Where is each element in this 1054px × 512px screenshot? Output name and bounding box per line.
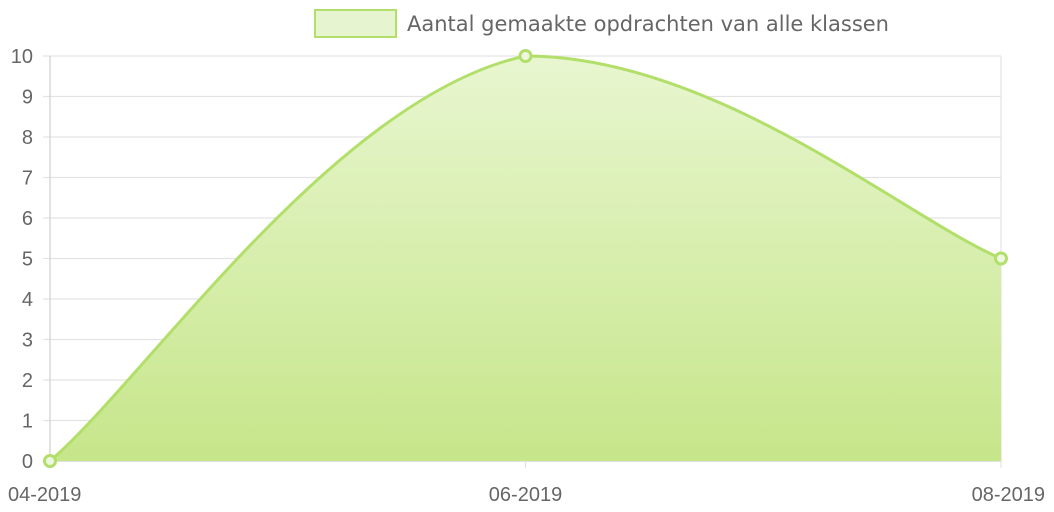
- y-tick-label: 3: [22, 330, 33, 352]
- data-points: [43, 49, 1008, 468]
- data-point[interactable]: [43, 454, 57, 468]
- y-tick-label: 10: [11, 46, 33, 68]
- x-tick-label: 08-2019: [972, 484, 1045, 506]
- y-axis: 0 1 2 3 4 5 6 7 8 9 10: [11, 46, 33, 473]
- legend: Aantal gemaakte opdrachten van alle klas…: [314, 9, 889, 38]
- y-tick-label: 8: [22, 127, 33, 149]
- area-fill: [50, 56, 1001, 461]
- y-tick-label: 0: [22, 451, 33, 473]
- data-point[interactable]: [518, 49, 533, 63]
- y-tick-label: 6: [22, 208, 33, 230]
- x-tick-label: 06-2019: [489, 484, 562, 506]
- y-tick-label: 5: [22, 249, 33, 271]
- y-tick-label: 9: [22, 87, 33, 109]
- legend-label[interactable]: Aantal gemaakte opdrachten van alle klas…: [407, 12, 889, 36]
- y-tick-label: 4: [22, 289, 33, 311]
- data-point[interactable]: [994, 251, 1008, 266]
- y-tick-label: 2: [22, 370, 33, 392]
- y-tick-label: 1: [22, 411, 33, 433]
- x-axis: 04-2019 06-2019 08-2019: [8, 484, 1045, 506]
- legend-swatch[interactable]: [314, 9, 397, 38]
- y-tick-label: 7: [22, 168, 33, 190]
- x-tick-label: 04-2019: [8, 484, 81, 506]
